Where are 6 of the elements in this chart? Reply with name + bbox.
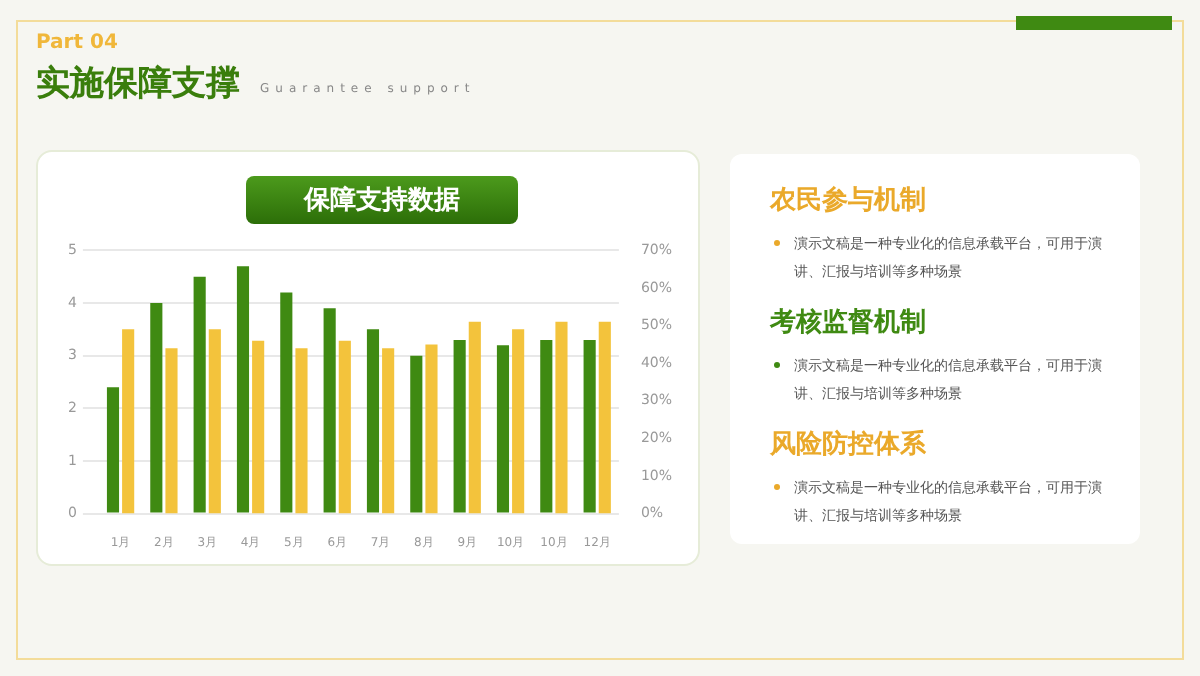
text: 农民参与机制 — [770, 184, 928, 218]
text: 实施保障支撑 — [36, 62, 240, 106]
text: 风险防控体系 — [770, 427, 928, 462]
chart-title: 保障支持数据 — [246, 176, 518, 224]
text: 考核监督机制 — [770, 306, 928, 340]
text: Part 04 — [36, 32, 118, 54]
